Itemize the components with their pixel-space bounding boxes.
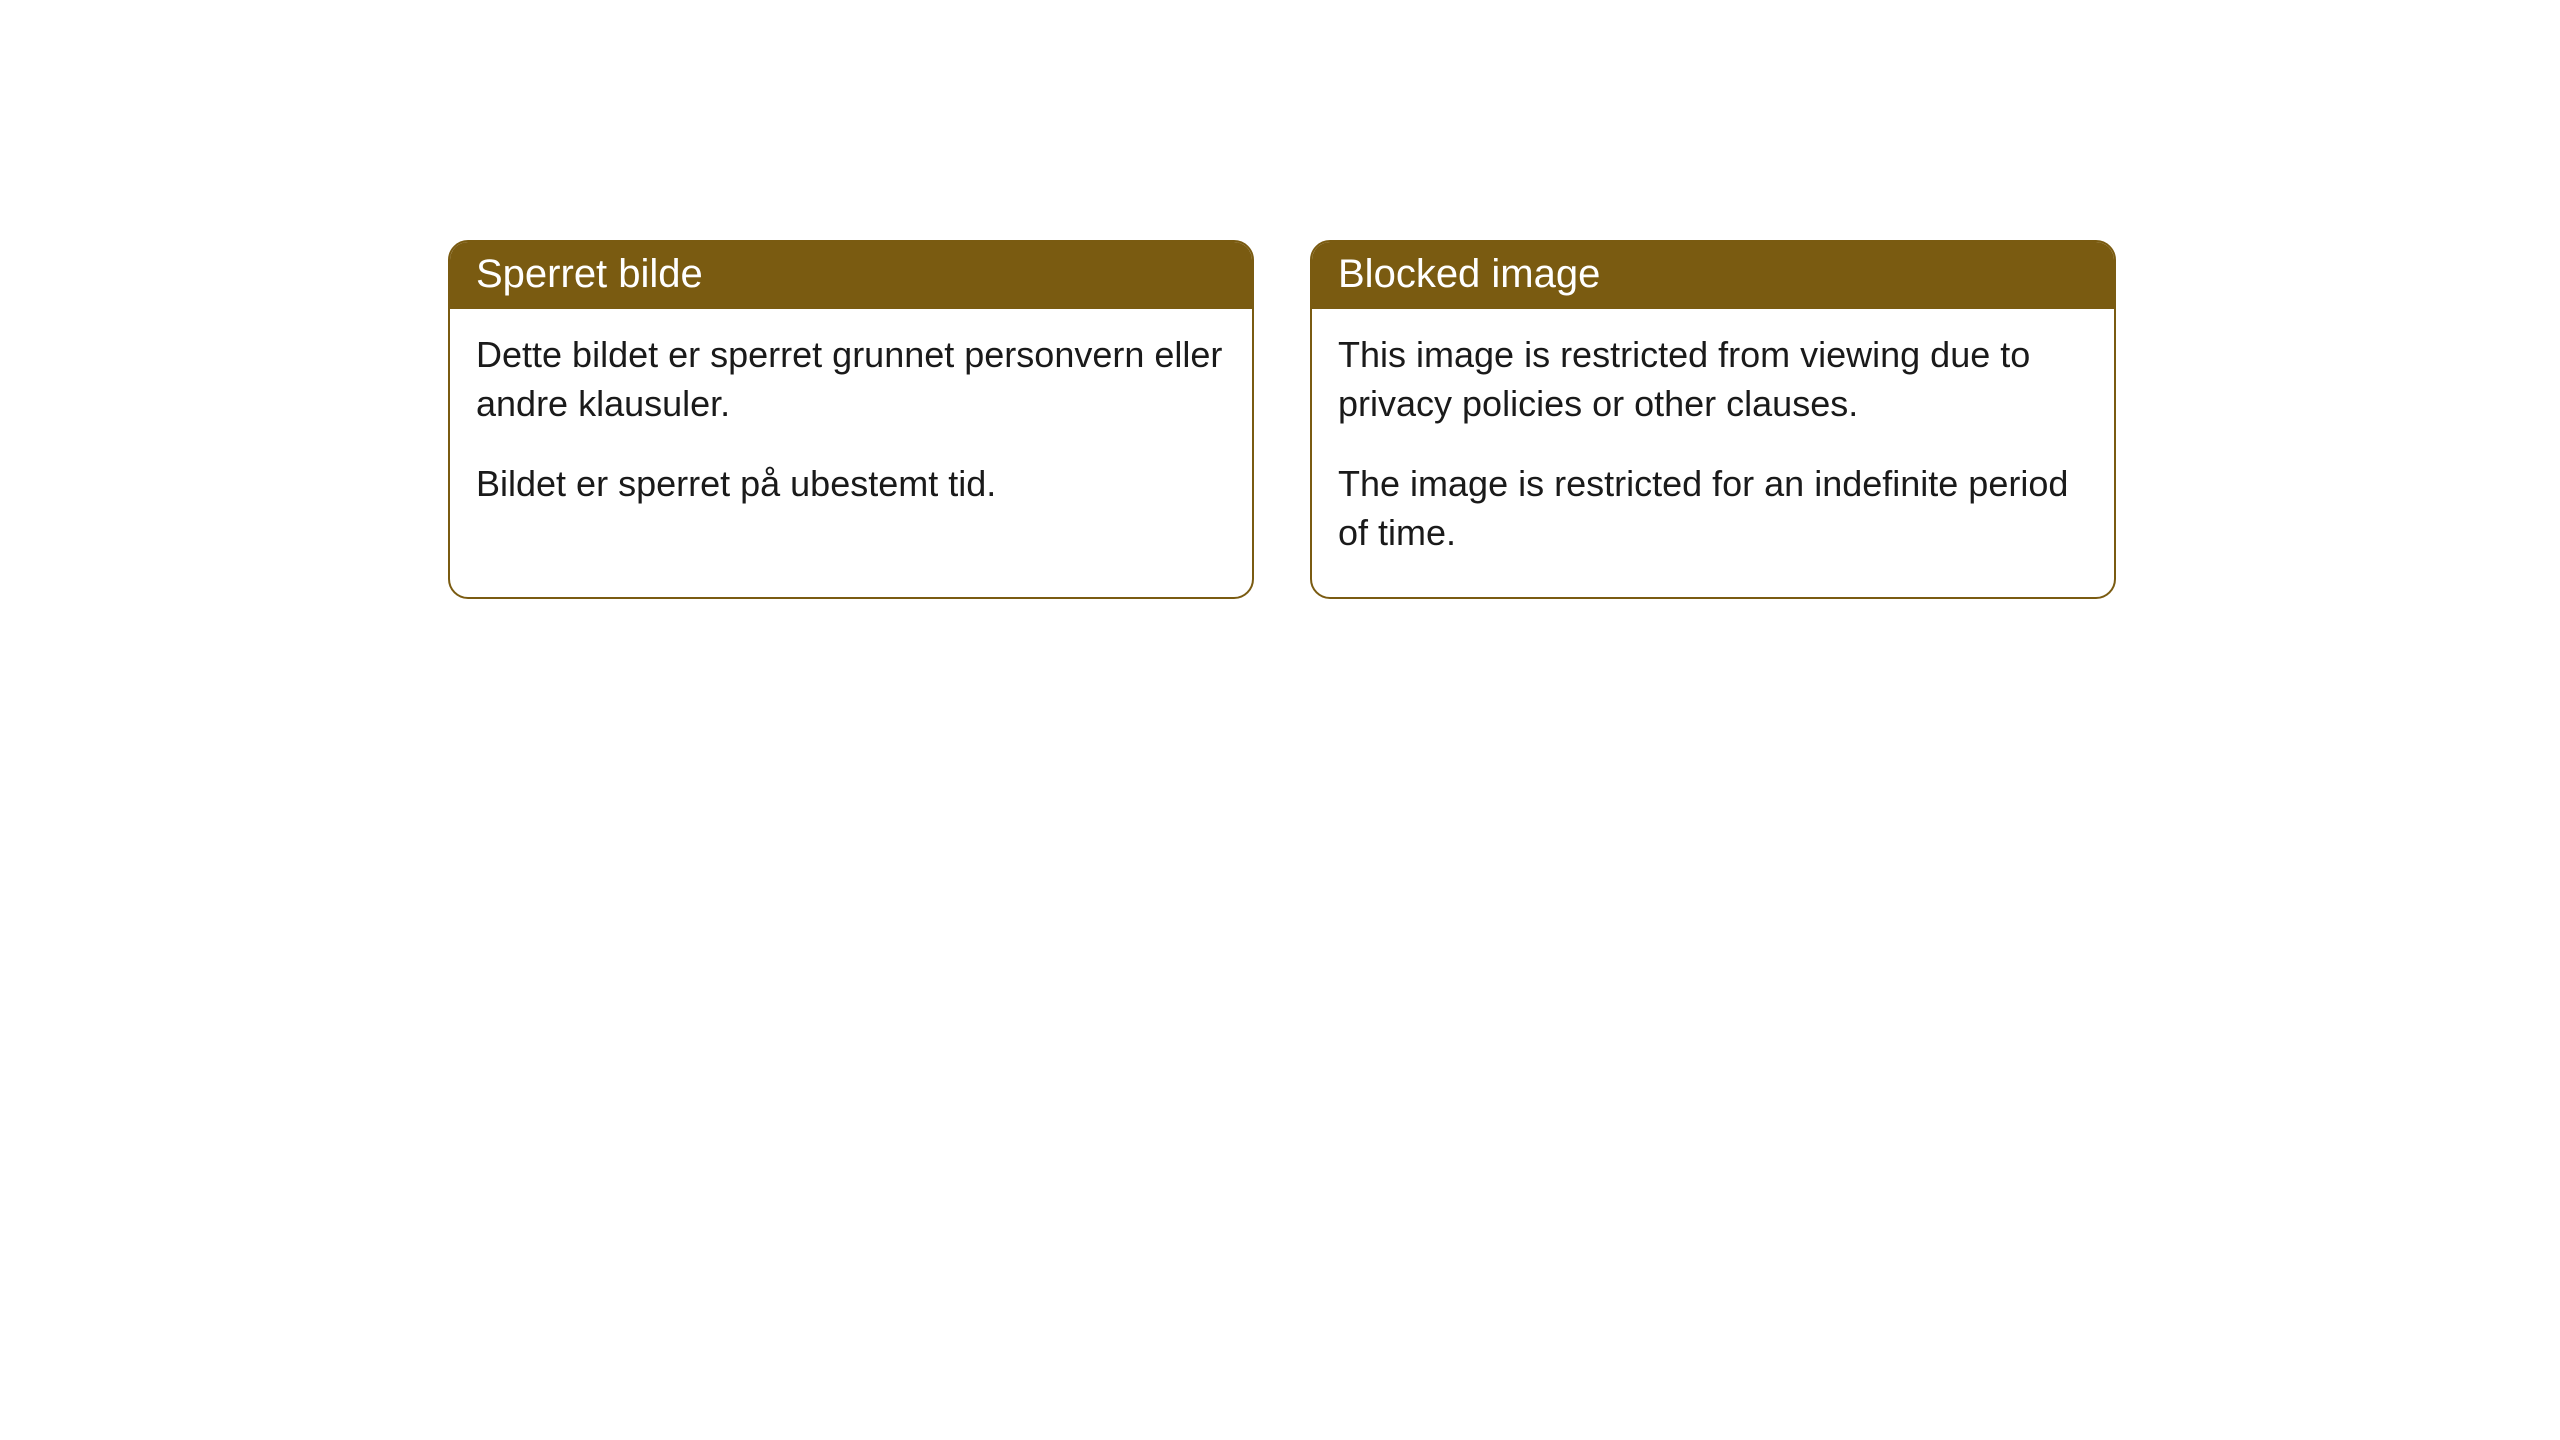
card-header: Sperret bilde — [450, 242, 1252, 309]
card-paragraph: Bildet er sperret på ubestemt tid. — [476, 460, 1226, 509]
blocked-image-card-english: Blocked image This image is restricted f… — [1310, 240, 2116, 599]
cards-container: Sperret bilde Dette bildet er sperret gr… — [448, 240, 2116, 599]
card-paragraph: The image is restricted for an indefinit… — [1338, 460, 2088, 557]
card-body: Dette bildet er sperret grunnet personve… — [450, 309, 1252, 549]
card-paragraph: Dette bildet er sperret grunnet personve… — [476, 331, 1226, 428]
card-body: This image is restricted from viewing du… — [1312, 309, 2114, 597]
card-paragraph: This image is restricted from viewing du… — [1338, 331, 2088, 428]
blocked-image-card-norwegian: Sperret bilde Dette bildet er sperret gr… — [448, 240, 1254, 599]
card-header: Blocked image — [1312, 242, 2114, 309]
